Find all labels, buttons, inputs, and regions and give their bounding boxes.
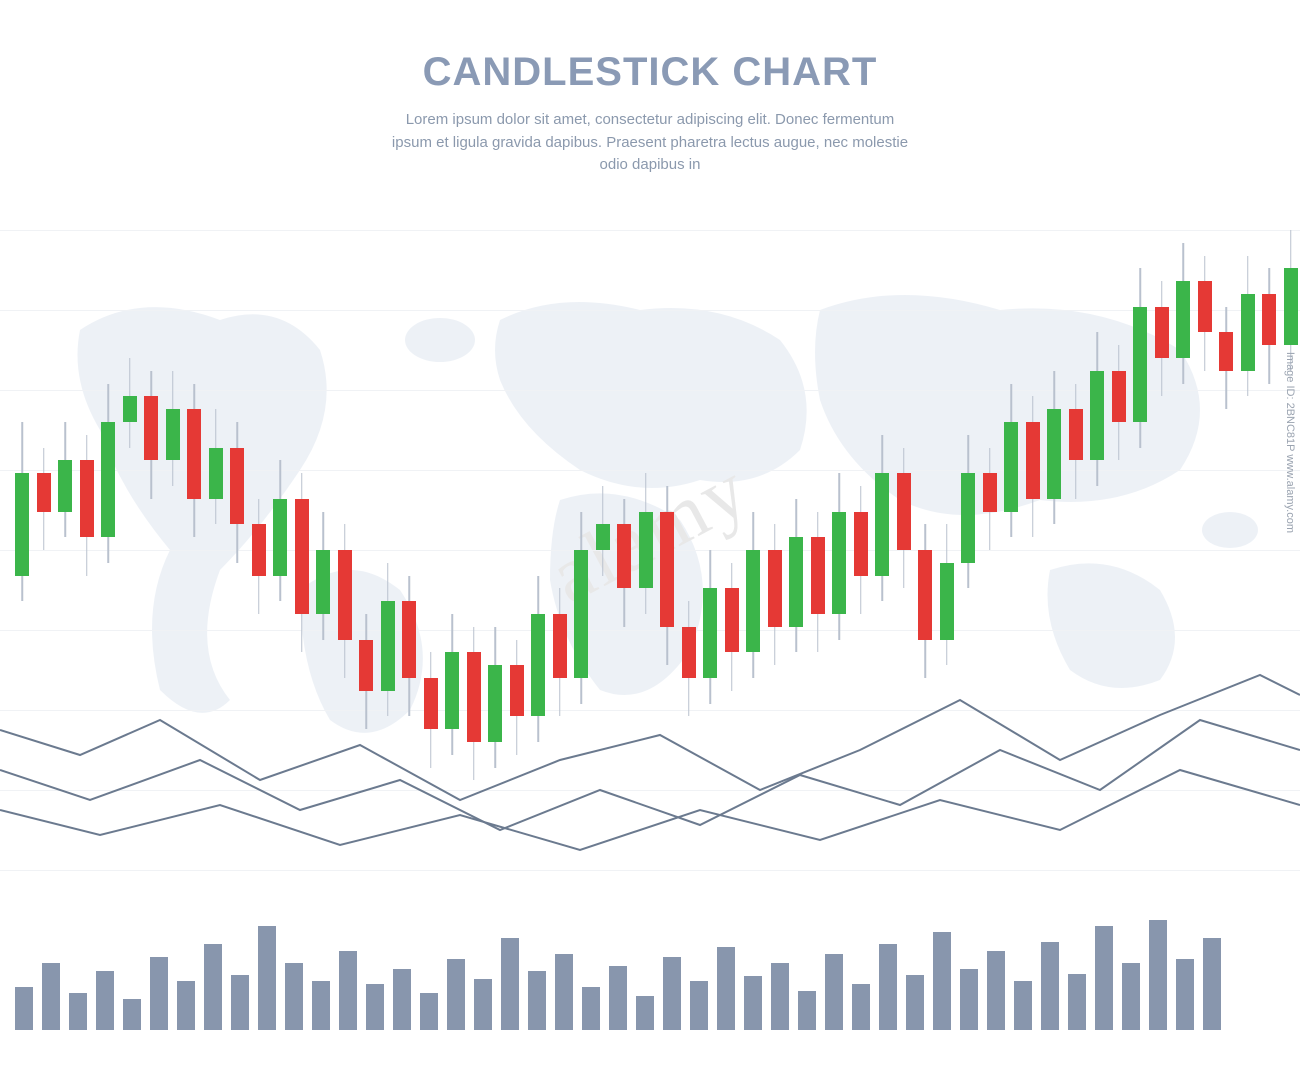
volume-bar (1068, 974, 1086, 1030)
volume-bar (609, 966, 627, 1030)
volume-bar (636, 996, 654, 1030)
volume-bar (258, 926, 276, 1030)
indicator-line (0, 770, 1300, 850)
volume-bar (1149, 920, 1167, 1030)
volume-bar (312, 981, 330, 1030)
volume-bar (771, 963, 789, 1030)
volume-bar (474, 979, 492, 1030)
volume-bar (825, 954, 843, 1030)
indicator-lines (0, 660, 1300, 920)
attribution-text: Image ID: 2BNC81P www.alamy.com (1284, 351, 1296, 532)
indicator-line (0, 675, 1300, 800)
volume-bar (393, 969, 411, 1030)
volume-bar (906, 975, 924, 1030)
volume-bar (1095, 926, 1113, 1030)
volume-bar (69, 993, 87, 1030)
volume-bar (339, 951, 357, 1030)
volume-bar (177, 981, 195, 1030)
volume-bar (690, 981, 708, 1030)
header: CANDLESTICK CHART Lorem ipsum dolor sit … (0, 50, 1300, 177)
volume-bar (852, 984, 870, 1030)
volume-bar (1203, 938, 1221, 1030)
volume-bar (987, 951, 1005, 1030)
volume-bar (528, 971, 546, 1030)
volume-bar (204, 944, 222, 1030)
volume-bar (1176, 959, 1194, 1030)
volume-bar (798, 991, 816, 1030)
volume-bar (1122, 963, 1140, 1030)
volume-bar (960, 969, 978, 1030)
volume-bar (555, 954, 573, 1030)
volume-bar (420, 993, 438, 1030)
volume-bar (1041, 942, 1059, 1030)
volume-bar (42, 963, 60, 1030)
volume-bar (879, 944, 897, 1030)
volume-bar (285, 963, 303, 1030)
volume-bar (231, 975, 249, 1030)
volume-bar (366, 984, 384, 1030)
volume-bars (0, 920, 1300, 1030)
volume-bar (501, 938, 519, 1030)
volume-bar (663, 957, 681, 1030)
volume-bar (15, 987, 33, 1030)
volume-bar (447, 959, 465, 1030)
volume-bar (933, 932, 951, 1030)
volume-bar (717, 947, 735, 1030)
volume-bar (150, 957, 168, 1030)
volume-bar (744, 976, 762, 1030)
volume-bar (1014, 981, 1032, 1030)
volume-bar (582, 987, 600, 1030)
volume-bar (96, 971, 114, 1030)
chart-title: CANDLESTICK CHART (0, 50, 1300, 95)
volume-bar (123, 999, 141, 1030)
chart-subtitle: Lorem ipsum dolor sit amet, consectetur … (390, 109, 910, 177)
